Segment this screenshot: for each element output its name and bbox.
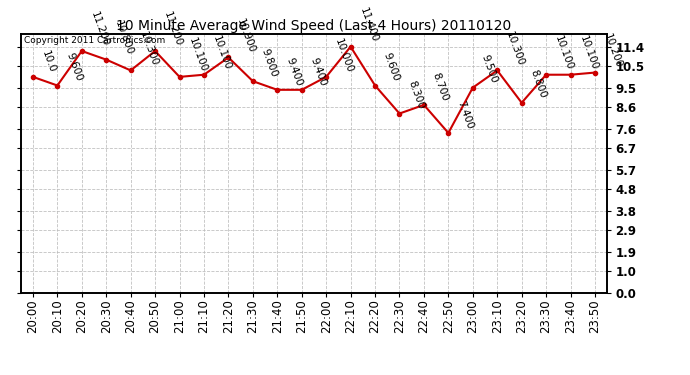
Text: 10.100: 10.100 bbox=[578, 34, 599, 72]
Text: 10.300: 10.300 bbox=[137, 30, 159, 68]
Text: 10.100: 10.100 bbox=[553, 34, 575, 72]
Title: 10 Minute Average Wind Speed (Last 4 Hours) 20110120: 10 Minute Average Wind Speed (Last 4 Hou… bbox=[117, 19, 511, 33]
Text: 9.400: 9.400 bbox=[308, 56, 328, 87]
Text: 7.400: 7.400 bbox=[455, 99, 475, 130]
Text: 10.000: 10.000 bbox=[333, 37, 355, 74]
Text: 10.100: 10.100 bbox=[186, 37, 208, 74]
Text: 10.0: 10.0 bbox=[40, 49, 57, 74]
Text: 9.400: 9.400 bbox=[284, 56, 304, 87]
Text: 8.700: 8.700 bbox=[431, 71, 451, 102]
Text: 11.200: 11.200 bbox=[89, 11, 110, 48]
Text: 9.500: 9.500 bbox=[480, 54, 500, 85]
Text: 9.600: 9.600 bbox=[382, 51, 402, 83]
Text: 10.300: 10.300 bbox=[504, 30, 526, 68]
Text: 8.300: 8.300 bbox=[406, 80, 426, 111]
Text: 11.200: 11.200 bbox=[162, 11, 184, 48]
Text: 11.400: 11.400 bbox=[357, 6, 380, 44]
Text: 10.200: 10.200 bbox=[602, 32, 624, 70]
Text: 10.900: 10.900 bbox=[235, 17, 257, 55]
Text: 8.800: 8.800 bbox=[529, 69, 548, 100]
Text: 9.600: 9.600 bbox=[64, 51, 83, 83]
Text: Copyright 2011 Cartronics.com: Copyright 2011 Cartronics.com bbox=[23, 36, 165, 45]
Text: 10.100: 10.100 bbox=[211, 34, 233, 72]
Text: 9.800: 9.800 bbox=[260, 47, 279, 78]
Text: 10.800: 10.800 bbox=[113, 20, 135, 57]
